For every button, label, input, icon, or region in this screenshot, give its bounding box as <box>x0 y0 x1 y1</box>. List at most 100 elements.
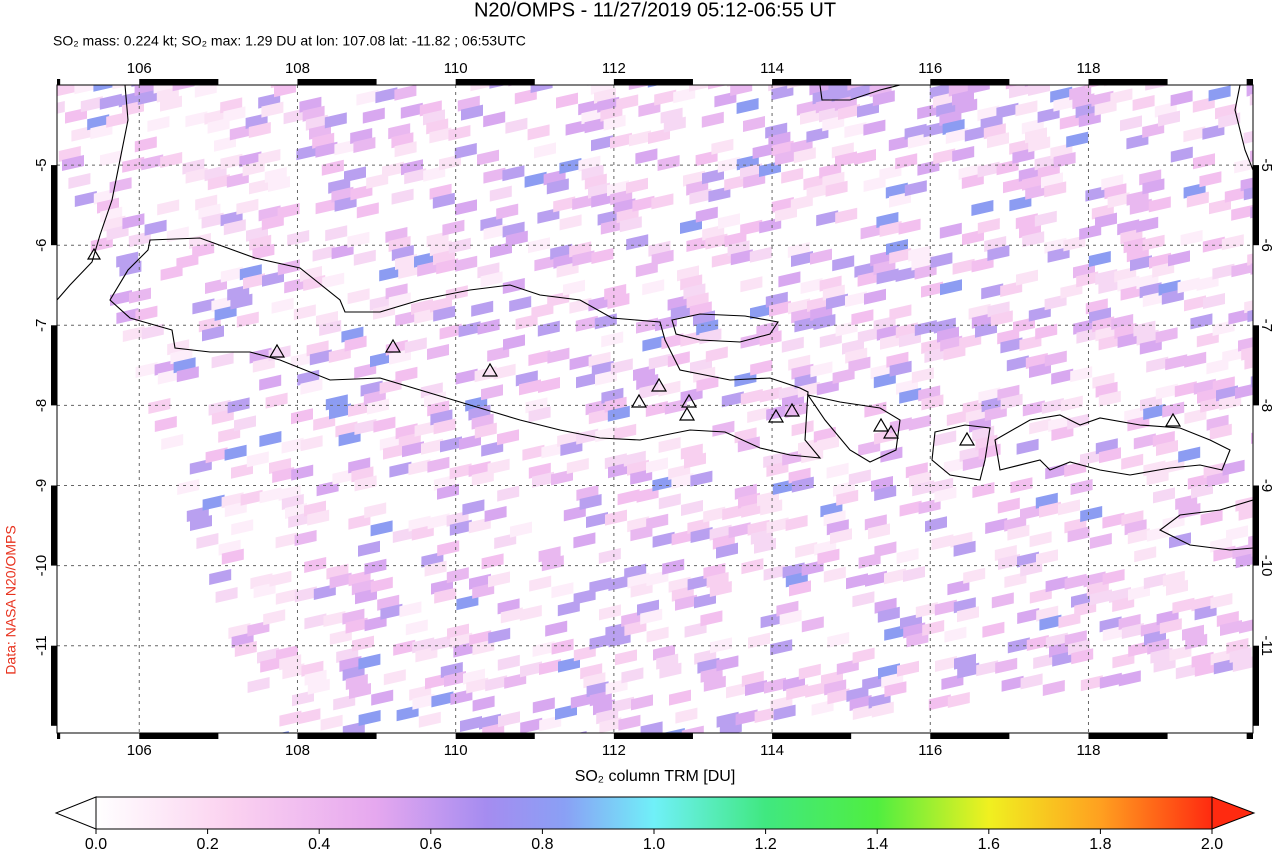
so2-pixel <box>613 29 635 45</box>
colorbar-tick-label: 1.6 <box>978 836 1000 853</box>
so2-pixel <box>681 725 704 733</box>
so2-pixel <box>93 85 116 92</box>
so2-pixel <box>769 300 791 317</box>
so2-pixel <box>309 349 332 366</box>
so2-pixel <box>822 59 844 75</box>
so2-pixel <box>626 177 648 194</box>
y-tick-label: -7 <box>1258 319 1272 332</box>
so2-pixel <box>730 85 753 96</box>
so2-pixel <box>1235 553 1253 569</box>
so2-pixel <box>908 414 931 431</box>
so2-pixel <box>1099 447 1121 464</box>
so2-pixel <box>764 677 786 694</box>
so2-pixel <box>546 178 569 195</box>
so2-pixel <box>1075 0 1097 5</box>
so2-pixel <box>889 360 912 377</box>
so2-pixel <box>323 611 346 627</box>
so2-pixel <box>281 437 304 454</box>
so2-pixel <box>914 320 937 336</box>
so2-pixel <box>559 158 582 174</box>
so2-pixel <box>700 610 723 627</box>
volcano <box>1164 412 1182 427</box>
so2-pixel <box>1118 670 1141 687</box>
so2-pixel <box>800 52 822 68</box>
so2-pixel <box>319 320 342 336</box>
so2-pixel <box>1039 501 1061 518</box>
so2-pixel <box>304 613 327 630</box>
so2-pixel <box>74 191 97 207</box>
y-tick-label: -11 <box>1258 635 1272 656</box>
so2-pixel <box>1098 390 1121 407</box>
so2-pixel <box>845 291 867 308</box>
so2-pixel <box>277 203 300 219</box>
so2-pixel <box>709 581 732 597</box>
so2-pixel <box>448 237 471 254</box>
so2-pixel <box>658 493 681 510</box>
so2-pixel <box>563 279 585 296</box>
so2-pixel <box>658 437 681 453</box>
so2-pixel <box>397 762 419 778</box>
so2-pixel <box>455 199 477 216</box>
so2-pixel <box>538 377 560 393</box>
so2-pixel <box>825 180 848 197</box>
so2-pixel <box>939 222 962 239</box>
so2-pixel <box>705 346 728 363</box>
so2-pixel <box>1153 487 1175 504</box>
so2-pixel <box>915 602 938 618</box>
frame-bar <box>455 79 535 85</box>
so2-pixel <box>1130 255 1152 272</box>
so2-pixel <box>885 13 907 29</box>
so2-pixel <box>166 57 188 73</box>
so2-pixel <box>349 683 371 699</box>
frame-bar <box>51 325 57 406</box>
so2-pixel <box>579 494 602 510</box>
so2-pixel <box>957 606 979 623</box>
so2-pixel <box>1143 573 1166 590</box>
so2-pixel <box>370 520 393 537</box>
so2-pixel <box>1080 506 1103 522</box>
so2-pixel <box>874 541 897 558</box>
so2-pixel <box>690 470 713 487</box>
so2-pixel <box>852 591 875 608</box>
so2-pixel <box>258 149 281 165</box>
volcano <box>767 408 785 423</box>
so2-pixel <box>935 656 957 672</box>
so2-pixel <box>754 537 776 554</box>
so2-pixel <box>400 102 423 119</box>
so2-pixel <box>1155 45 1177 61</box>
so2-pixel <box>642 279 665 296</box>
x-tick-label: 110 <box>444 60 468 77</box>
so2-pixel <box>509 296 532 312</box>
so2-pixel <box>519 605 542 621</box>
so2-pixel <box>148 398 171 414</box>
so2-pixel <box>660 51 682 67</box>
so2-pixel <box>1016 269 1038 286</box>
so2-pixel <box>610 132 632 149</box>
so2-pixel <box>591 248 614 264</box>
so2-pixel <box>940 279 962 296</box>
so2-pixel <box>771 28 793 44</box>
so2-pixel <box>985 518 1008 534</box>
so2-pixel <box>247 677 270 693</box>
so2-pixel <box>432 192 455 209</box>
so2-pixel <box>944 626 967 643</box>
so2-pixel <box>1064 573 1087 590</box>
so2-pixel <box>57 85 78 97</box>
so2-pixel <box>547 347 570 364</box>
coastlines <box>57 85 1253 551</box>
so2-pixel <box>223 106 246 123</box>
so2-pixel <box>528 237 550 254</box>
so2-pixel <box>330 742 352 758</box>
so2-pixel <box>190 515 212 531</box>
so2-pixel <box>100 150 122 167</box>
x-tick-label: 112 <box>602 60 626 77</box>
so2-pixel <box>874 485 897 501</box>
so2-pixel <box>888 22 910 38</box>
so2-pixel <box>841 0 863 16</box>
so2-pixel <box>211 352 234 369</box>
so2-pixel <box>265 392 288 409</box>
so2-pixel <box>234 641 257 657</box>
so2-pixel <box>1202 67 1224 83</box>
so2-pixel <box>826 293 848 310</box>
so2-pixel <box>110 290 132 306</box>
